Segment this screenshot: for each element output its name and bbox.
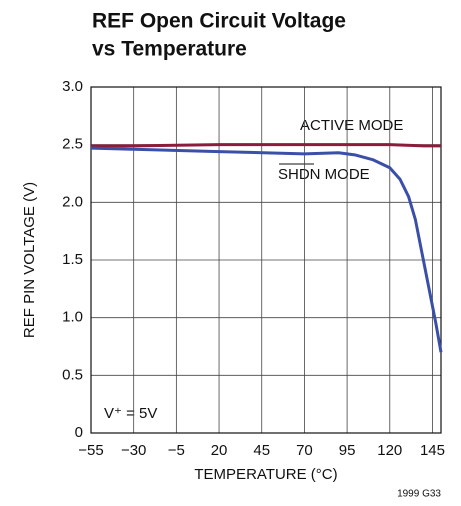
x-tick-label: −30 xyxy=(121,442,146,459)
x-tick-label: 95 xyxy=(339,442,356,459)
x-tick-label: −5 xyxy=(168,442,185,459)
x-tick-label: −55 xyxy=(78,442,103,459)
x-tick-label: 20 xyxy=(211,442,228,459)
chart-title: REF Open Circuit Voltage xyxy=(92,10,346,33)
footnote: 1999 G33 xyxy=(397,489,441,500)
y-tick-label: 2.0 xyxy=(62,193,83,210)
y-tick-label: 3.0 xyxy=(62,78,83,95)
y-axis-label: REF PIN VOLTAGE (V) xyxy=(21,182,38,338)
y-tick-label: 0 xyxy=(75,424,83,441)
chart-title: vs Temperature xyxy=(92,38,247,61)
y-tick-label: 0.5 xyxy=(62,366,83,383)
data-line xyxy=(90,146,443,353)
data-line xyxy=(91,143,441,148)
y-tick-label: 2.5 xyxy=(62,136,83,153)
y-tick-label: 1.5 xyxy=(62,251,83,268)
annotation: ACTIVE MODE xyxy=(300,117,403,134)
annotation: V⁺ = 5V xyxy=(104,405,157,422)
x-tick-label: 120 xyxy=(377,442,402,459)
x-tick-label: 70 xyxy=(296,442,313,459)
annotation: SHDN MODE xyxy=(278,166,370,183)
x-tick-label: 145 xyxy=(420,442,445,459)
plot-frame xyxy=(90,86,442,434)
y-tick-label: 1.0 xyxy=(62,309,83,326)
x-axis-label: TEMPERATURE (°C) xyxy=(194,466,337,483)
x-tick-label: 45 xyxy=(253,442,270,459)
